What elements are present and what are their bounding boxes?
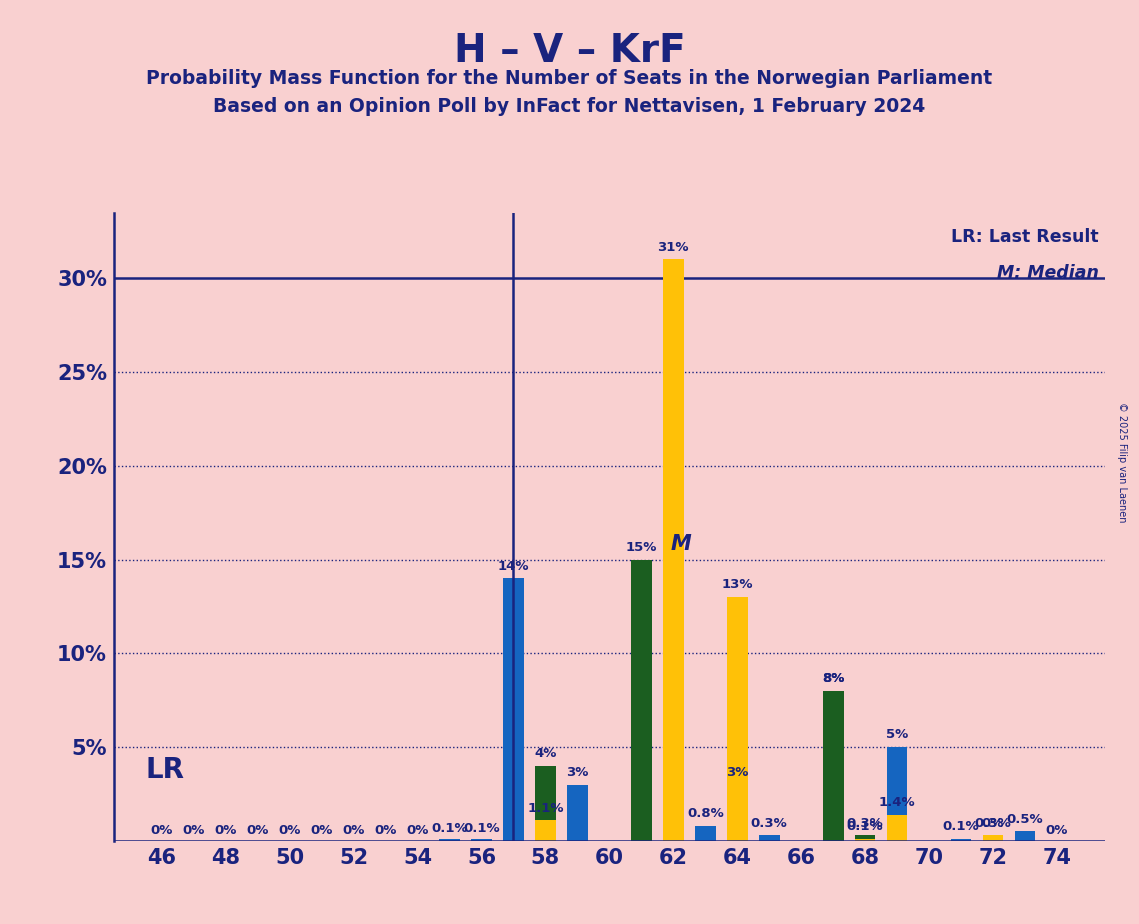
Text: 0%: 0% (246, 824, 269, 837)
Bar (535, 821, 556, 841)
Text: 5%: 5% (886, 728, 908, 741)
Text: Based on an Opinion Poll by InFact for Nettavisen, 1 February 2024: Based on an Opinion Poll by InFact for N… (213, 97, 926, 116)
Text: 0.3%: 0.3% (975, 817, 1011, 830)
Bar (503, 578, 524, 841)
Text: 1.4%: 1.4% (879, 796, 916, 808)
Bar (631, 560, 652, 841)
Text: 0%: 0% (311, 824, 333, 837)
Text: 3%: 3% (726, 766, 748, 779)
Text: 13%: 13% (721, 578, 753, 591)
Bar (567, 784, 588, 841)
Text: H – V – KrF: H – V – KrF (453, 32, 686, 70)
Bar (472, 839, 492, 841)
Text: © 2025 Filip van Laenen: © 2025 Filip van Laenen (1117, 402, 1126, 522)
Bar (983, 835, 1003, 841)
Text: LR: LR (146, 756, 185, 784)
Bar (695, 826, 715, 841)
Text: 0.3%: 0.3% (846, 817, 884, 830)
Text: 8%: 8% (822, 672, 844, 686)
Text: M: M (670, 534, 691, 553)
Text: 0.1%: 0.1% (943, 821, 980, 833)
Text: 0.3%: 0.3% (751, 817, 787, 830)
Bar (854, 835, 876, 841)
Bar (822, 691, 844, 841)
Text: 0.5%: 0.5% (1007, 813, 1043, 826)
Text: 0%: 0% (150, 824, 173, 837)
Bar (727, 784, 747, 841)
Bar (759, 835, 779, 841)
Bar (1015, 832, 1035, 841)
Text: 0%: 0% (214, 824, 237, 837)
Text: 4%: 4% (534, 748, 557, 760)
Text: 0.1%: 0.1% (464, 822, 500, 835)
Bar (727, 597, 747, 841)
Bar (983, 835, 1003, 841)
Text: Probability Mass Function for the Number of Seats in the Norwegian Parliament: Probability Mass Function for the Number… (147, 69, 992, 89)
Bar (951, 839, 972, 841)
Bar (663, 260, 683, 841)
Text: 31%: 31% (657, 241, 689, 254)
Text: 1.1%: 1.1% (527, 802, 564, 815)
Text: 14%: 14% (498, 560, 530, 573)
Text: 0%: 0% (343, 824, 364, 837)
Text: 0%: 0% (182, 824, 205, 837)
Bar (822, 691, 844, 841)
Bar (886, 815, 908, 841)
Bar (535, 766, 556, 841)
Bar (854, 839, 876, 841)
Text: 0.1%: 0.1% (432, 822, 468, 835)
Text: 0.1%: 0.1% (846, 821, 884, 833)
Text: 0.8%: 0.8% (687, 808, 723, 821)
Text: 0%: 0% (279, 824, 301, 837)
Text: 0%: 0% (375, 824, 396, 837)
Text: 0%: 0% (1046, 824, 1068, 837)
Text: 15%: 15% (625, 541, 657, 553)
Text: LR: Last Result: LR: Last Result (951, 228, 1098, 246)
Text: 0%: 0% (407, 824, 428, 837)
Text: M: Median: M: Median (997, 263, 1098, 282)
Text: 8%: 8% (822, 672, 844, 686)
Bar (886, 748, 908, 841)
Bar (440, 839, 460, 841)
Text: 3%: 3% (566, 766, 589, 779)
Text: 0%: 0% (982, 817, 1005, 830)
